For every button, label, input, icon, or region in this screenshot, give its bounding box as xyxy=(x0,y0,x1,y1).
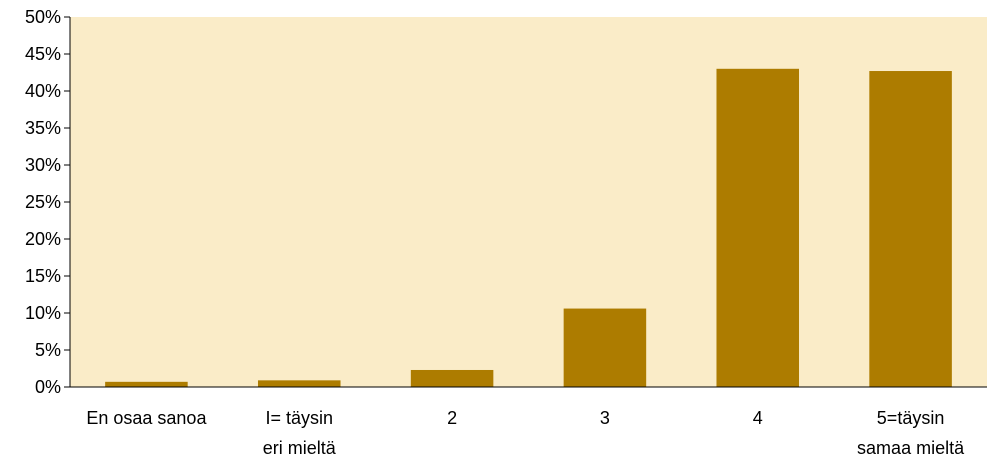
x-category-label: I= täysin eri mieltä xyxy=(263,408,337,458)
y-tick-label: 25% xyxy=(25,192,61,212)
y-tick-label: 40% xyxy=(25,81,61,101)
x-category-label-line: 4 xyxy=(753,408,763,428)
bar xyxy=(410,369,494,387)
x-category-label-line: 5=täysin xyxy=(877,408,945,428)
x-category-label-line: samaa mieltä xyxy=(857,438,965,458)
x-axis-labels: En osaa sanoa I= täysin eri mieltä 2 3 4 5=täy… xyxy=(86,408,965,458)
y-tick-label: 10% xyxy=(25,303,61,323)
x-category-label: 5=täysin samaa mieltä xyxy=(857,408,965,458)
y-tick-label: 15% xyxy=(25,266,61,286)
plot-area xyxy=(70,17,987,387)
x-category-label-line: En osaa sanoa xyxy=(86,408,207,428)
bar xyxy=(105,381,188,387)
bar xyxy=(257,380,341,387)
bars xyxy=(105,68,952,388)
y-axis-ticks: 0% 5% 10% 15% 20% 25% 30% 35% 40% 45% 50% xyxy=(25,7,70,397)
x-category-label: 3 xyxy=(600,408,610,428)
y-tick-label: 45% xyxy=(25,44,61,64)
y-tick-label: 35% xyxy=(25,118,61,138)
x-category-label: 4 xyxy=(753,408,763,428)
x-category-label-line: I= täysin xyxy=(265,408,333,428)
bar xyxy=(563,308,647,387)
y-tick-label: 0% xyxy=(35,377,61,397)
y-tick-label: 20% xyxy=(25,229,61,249)
x-category-label-line: 2 xyxy=(447,408,457,428)
y-tick-label: 50% xyxy=(25,7,61,27)
y-tick-label: 5% xyxy=(35,340,61,360)
x-category-label: En osaa sanoa xyxy=(86,408,207,428)
bar xyxy=(716,68,800,388)
x-category-label: 2 xyxy=(447,408,457,428)
x-category-label-line: eri mieltä xyxy=(263,438,337,458)
x-category-label-line: 3 xyxy=(600,408,610,428)
y-tick-label: 30% xyxy=(25,155,61,175)
bar xyxy=(869,71,952,388)
